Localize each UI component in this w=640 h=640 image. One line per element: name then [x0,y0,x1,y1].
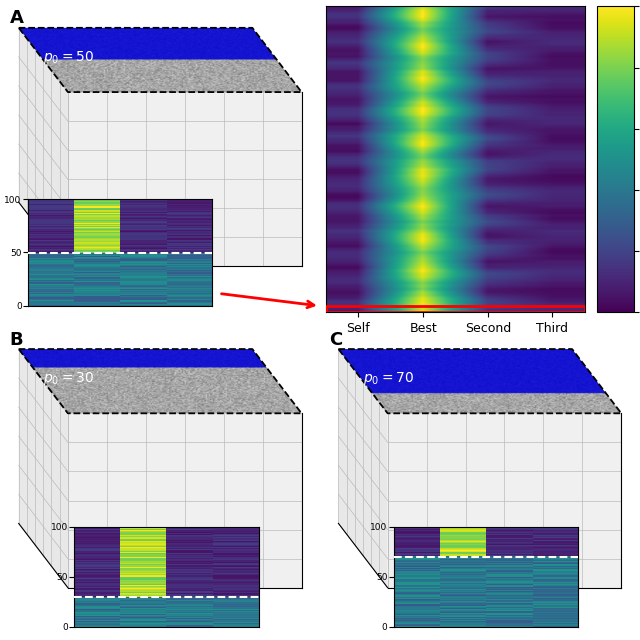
Text: $p_0 = 50$: $p_0 = 50$ [44,49,95,66]
Polygon shape [68,413,301,588]
Text: $p_0 = 70$: $p_0 = 70$ [363,371,414,387]
Polygon shape [19,28,68,266]
Text: $p_0 = 30$: $p_0 = 30$ [44,371,95,387]
Polygon shape [68,92,301,266]
Text: B: B [10,331,23,349]
Text: C: C [329,331,342,349]
Polygon shape [339,349,388,588]
Polygon shape [19,349,68,588]
Polygon shape [388,413,621,588]
Bar [326,306,585,312]
Text: A: A [10,10,23,28]
